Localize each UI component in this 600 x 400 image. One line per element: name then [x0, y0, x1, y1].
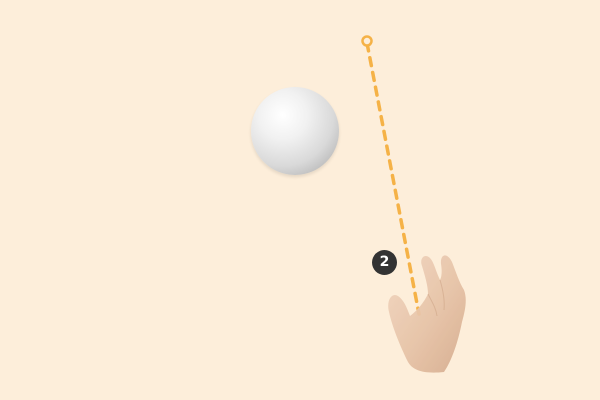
throw-trajectory	[365, 41, 421, 316]
target-ring-icon[interactable]	[361, 35, 373, 47]
hand-pointer-icon	[388, 255, 466, 373]
step-number-badge: 2	[372, 250, 397, 275]
ball[interactable]	[251, 87, 339, 175]
